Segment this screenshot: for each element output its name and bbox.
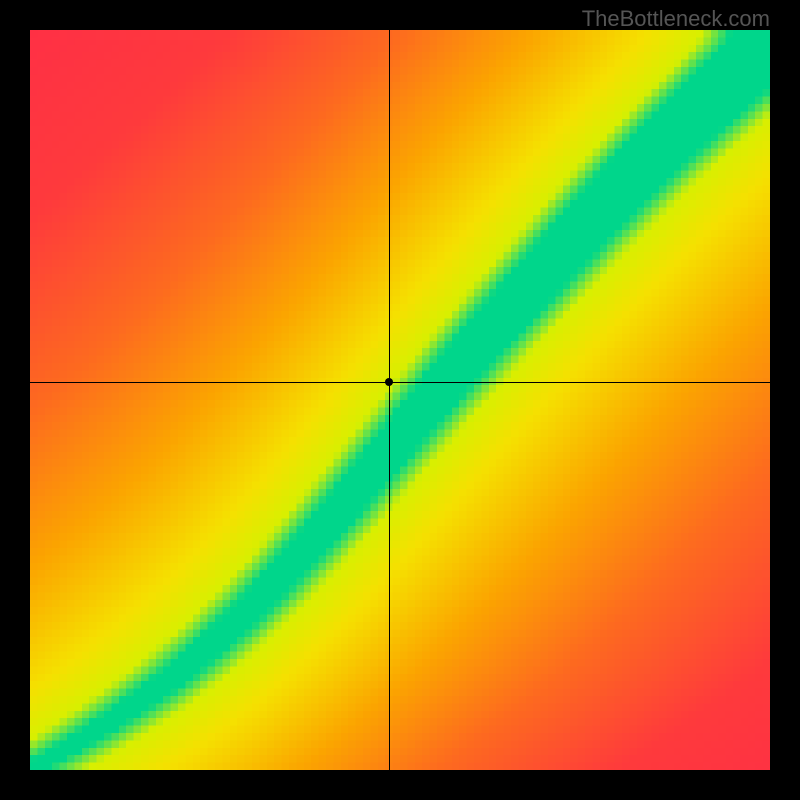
plot-area — [30, 30, 770, 770]
heatmap-canvas — [30, 30, 770, 770]
crosshair-horizontal — [30, 382, 770, 383]
crosshair-vertical — [389, 30, 390, 770]
watermark-text: TheBottleneck.com — [582, 6, 770, 32]
data-point-marker — [385, 378, 393, 386]
